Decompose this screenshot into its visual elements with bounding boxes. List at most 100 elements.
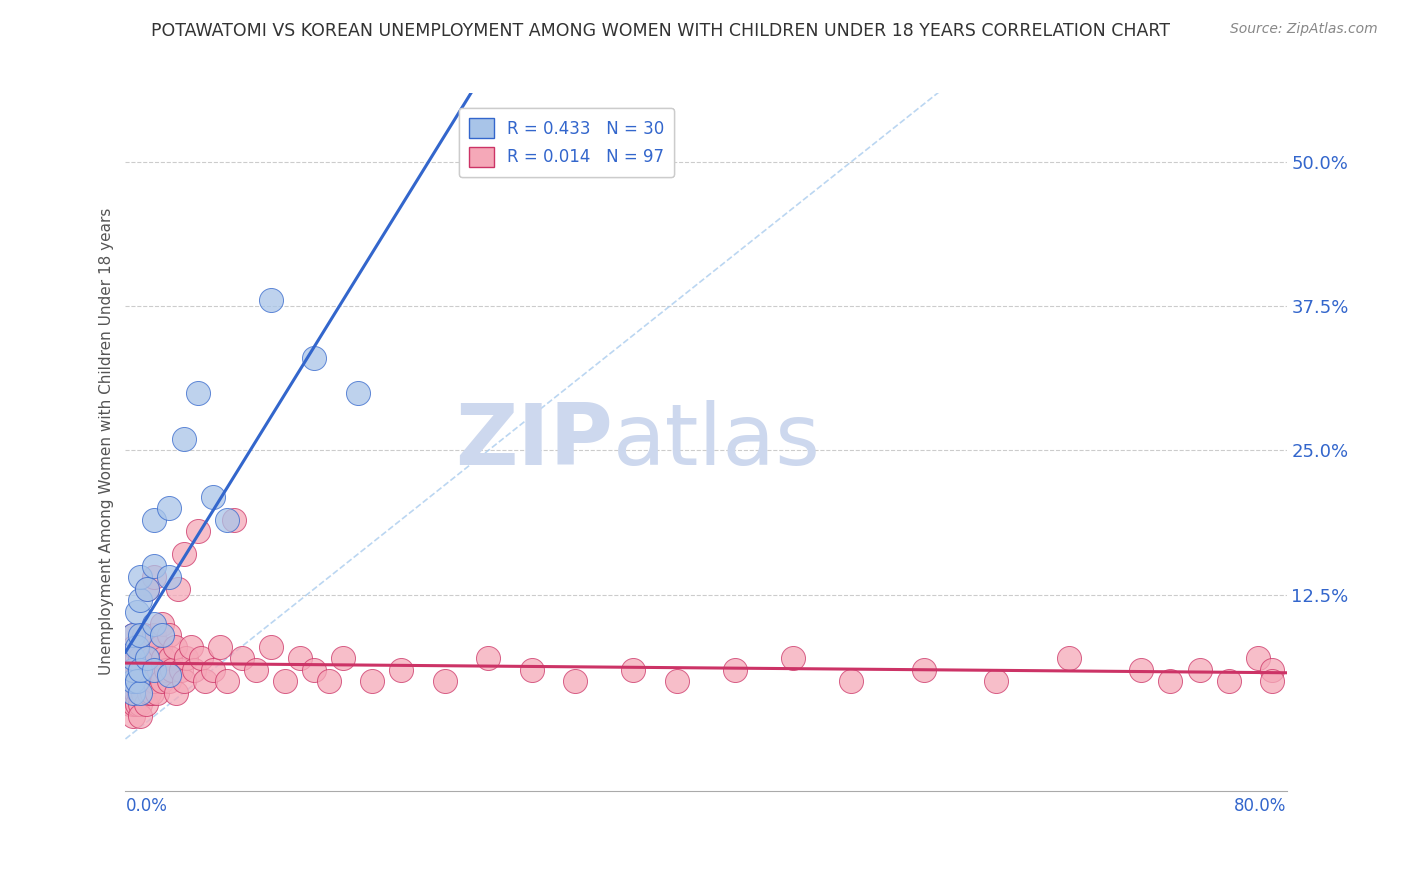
Point	[129, 640, 152, 654]
Point	[143, 674, 166, 689]
Point	[141, 686, 163, 700]
Point	[136, 663, 159, 677]
Point	[121, 651, 143, 665]
Point	[173, 674, 195, 689]
Point	[157, 668, 180, 682]
Point	[148, 663, 170, 677]
Point	[361, 674, 384, 689]
Point	[259, 640, 281, 654]
Point	[143, 628, 166, 642]
Y-axis label: Unemployment Among Women with Children Under 18 years: Unemployment Among Women with Children U…	[100, 208, 114, 675]
Point	[1057, 651, 1080, 665]
Point	[122, 674, 145, 689]
Point	[125, 674, 148, 689]
Point	[129, 686, 152, 700]
Point	[129, 570, 152, 584]
Point	[245, 663, 267, 677]
Point	[118, 663, 141, 677]
Point	[125, 698, 148, 712]
Point	[125, 640, 148, 654]
Point	[143, 513, 166, 527]
Point	[138, 686, 160, 700]
Text: 0.0%: 0.0%	[125, 797, 167, 814]
Point	[169, 663, 191, 677]
Point	[1246, 651, 1268, 665]
Point	[143, 570, 166, 584]
Point	[666, 674, 689, 689]
Point	[139, 674, 162, 689]
Point	[201, 663, 224, 677]
Point	[125, 605, 148, 619]
Point	[159, 651, 181, 665]
Point	[136, 582, 159, 596]
Point	[134, 628, 156, 642]
Point	[139, 640, 162, 654]
Point	[124, 686, 146, 700]
Point	[132, 663, 155, 677]
Point	[121, 709, 143, 723]
Point	[129, 698, 152, 712]
Point	[129, 674, 152, 689]
Point	[190, 651, 212, 665]
Point	[724, 663, 747, 677]
Point	[118, 686, 141, 700]
Point	[121, 686, 143, 700]
Point	[136, 582, 159, 596]
Point	[132, 686, 155, 700]
Point	[143, 616, 166, 631]
Point	[121, 663, 143, 677]
Point	[143, 558, 166, 573]
Point	[135, 698, 157, 712]
Point	[839, 674, 862, 689]
Point	[176, 651, 198, 665]
Point	[134, 674, 156, 689]
Point	[121, 628, 143, 642]
Point	[1188, 663, 1211, 677]
Point	[180, 640, 202, 654]
Point	[146, 686, 169, 700]
Point	[1261, 663, 1284, 677]
Point	[215, 513, 238, 527]
Text: ZIP: ZIP	[456, 401, 613, 483]
Point	[160, 663, 183, 677]
Point	[433, 674, 456, 689]
Point	[136, 651, 159, 665]
Point	[125, 651, 148, 665]
Point	[150, 616, 173, 631]
Point	[157, 674, 180, 689]
Point	[118, 698, 141, 712]
Point	[194, 674, 217, 689]
Point	[912, 663, 935, 677]
Point	[122, 640, 145, 654]
Point	[142, 663, 165, 677]
Point	[149, 640, 172, 654]
Point	[128, 663, 150, 677]
Point	[157, 570, 180, 584]
Point	[332, 651, 354, 665]
Point	[121, 686, 143, 700]
Point	[163, 640, 186, 654]
Point	[274, 674, 297, 689]
Point	[173, 547, 195, 561]
Point	[135, 651, 157, 665]
Point	[150, 674, 173, 689]
Point	[564, 674, 586, 689]
Point	[128, 686, 150, 700]
Point	[183, 663, 205, 677]
Point	[121, 628, 143, 642]
Point	[152, 651, 174, 665]
Point	[302, 663, 325, 677]
Point	[215, 674, 238, 689]
Point	[141, 651, 163, 665]
Point	[120, 674, 142, 689]
Point	[173, 432, 195, 446]
Point	[150, 628, 173, 642]
Point	[318, 674, 340, 689]
Point	[157, 628, 180, 642]
Point	[201, 490, 224, 504]
Point	[129, 663, 152, 677]
Point	[782, 651, 804, 665]
Point	[520, 663, 543, 677]
Point	[129, 628, 152, 642]
Point	[231, 651, 253, 665]
